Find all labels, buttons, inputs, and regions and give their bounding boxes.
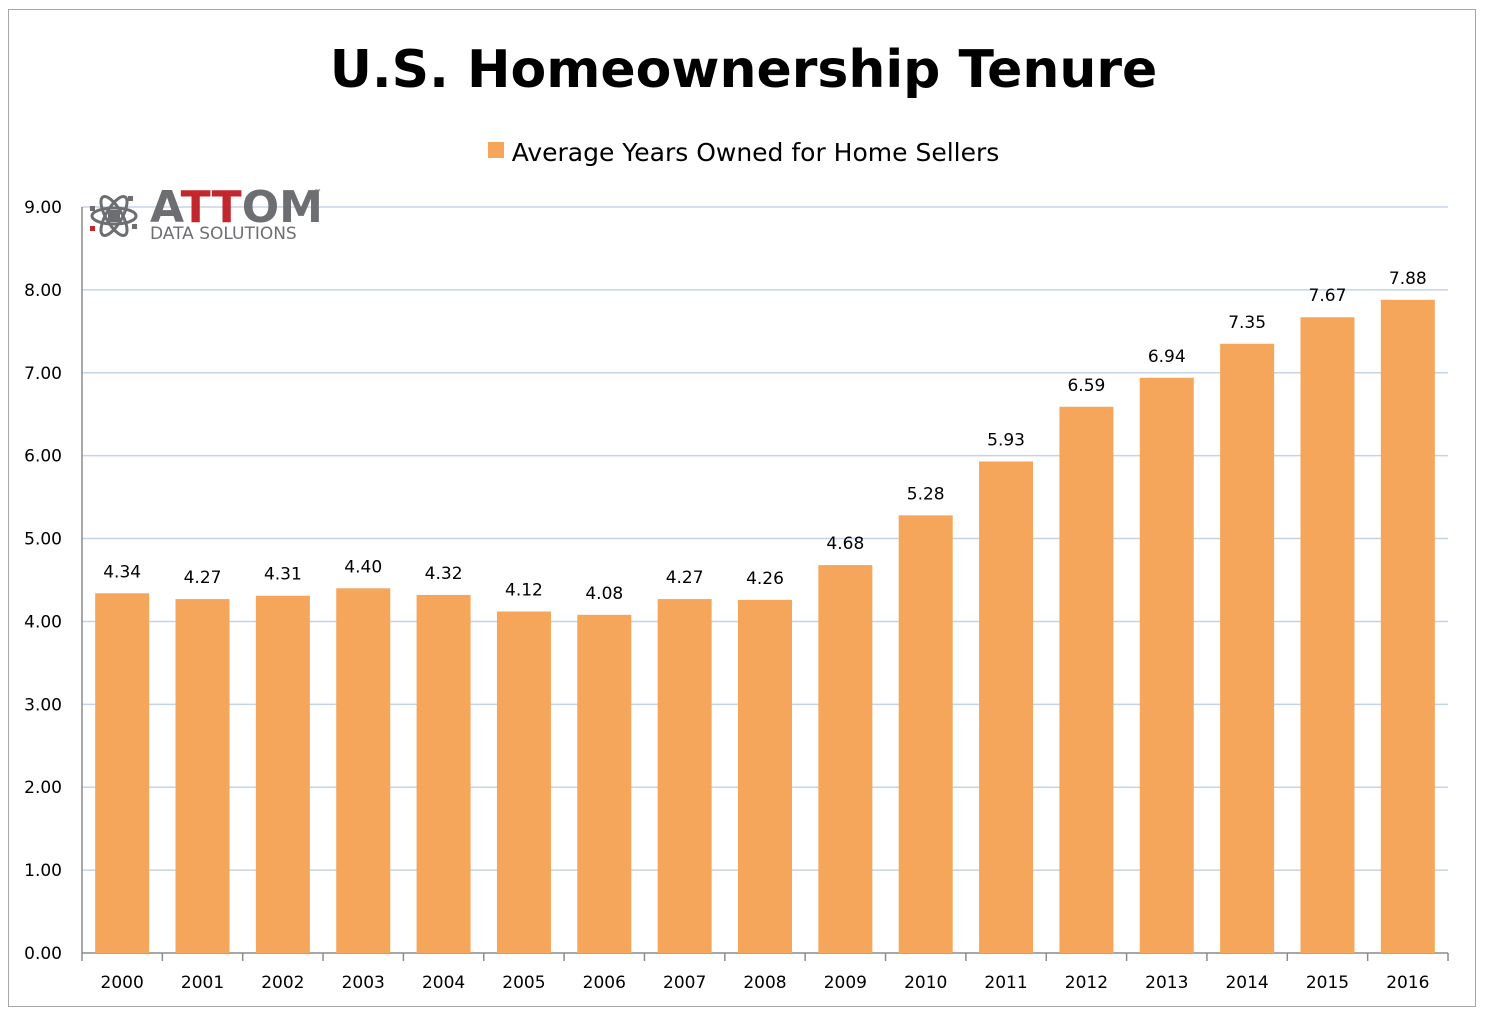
logo-wordmark: ATTOM bbox=[150, 182, 323, 233]
chart-frame bbox=[8, 9, 1476, 1007]
data-label: 4.27 bbox=[666, 568, 704, 588]
data-label: 6.59 bbox=[1067, 376, 1105, 396]
y-tick-label: 2.00 bbox=[24, 778, 62, 798]
bar bbox=[657, 599, 712, 953]
data-label: 4.27 bbox=[184, 568, 222, 588]
y-tick-label: 1.00 bbox=[24, 861, 62, 881]
data-label: 4.40 bbox=[344, 557, 382, 577]
x-tick-label: 2000 bbox=[101, 973, 144, 993]
attom-logo: ATTOM ™ DATA SOLUTIONS bbox=[88, 182, 338, 248]
data-label: 7.35 bbox=[1228, 313, 1266, 333]
x-tick-label: 2008 bbox=[743, 973, 786, 993]
x-tick-label: 2007 bbox=[663, 973, 706, 993]
bar bbox=[1300, 317, 1355, 954]
data-label: 7.67 bbox=[1309, 286, 1347, 306]
x-tick-label: 2003 bbox=[342, 973, 385, 993]
x-tick-label: 2015 bbox=[1306, 973, 1349, 993]
legend-swatch bbox=[487, 142, 504, 158]
x-tick-label: 2016 bbox=[1386, 973, 1429, 993]
y-tick-label: 9.00 bbox=[24, 198, 62, 218]
bar bbox=[1059, 406, 1114, 953]
chart-title: U.S. Homeownership Tenure bbox=[329, 40, 1158, 100]
bar bbox=[818, 565, 873, 953]
bar bbox=[577, 614, 632, 953]
x-tick-label: 2014 bbox=[1225, 973, 1268, 993]
data-label: 4.34 bbox=[103, 562, 141, 582]
x-tick-label: 2011 bbox=[984, 973, 1027, 993]
data-label: 4.12 bbox=[505, 580, 543, 600]
chart-legend: Average Years Owned for Home Sellers bbox=[0, 138, 1487, 167]
data-label: 4.32 bbox=[425, 564, 463, 584]
x-tick-label: 2006 bbox=[583, 973, 626, 993]
x-tick-label: 2012 bbox=[1065, 973, 1108, 993]
x-tick-label: 2004 bbox=[422, 973, 465, 993]
data-label: 6.94 bbox=[1148, 347, 1186, 367]
y-tick-label: 8.00 bbox=[24, 281, 62, 301]
data-label: 5.28 bbox=[907, 484, 945, 504]
y-tick-label: 4.00 bbox=[24, 612, 62, 632]
logo-trademark: ™ bbox=[314, 188, 322, 197]
x-tick-label: 2005 bbox=[502, 973, 545, 993]
x-tick-label: 2009 bbox=[824, 973, 867, 993]
atom-icon bbox=[90, 195, 138, 237]
data-label: 4.26 bbox=[746, 569, 784, 589]
logo-subtitle: DATA SOLUTIONS bbox=[150, 224, 297, 244]
bar bbox=[336, 588, 391, 953]
data-label: 5.93 bbox=[987, 430, 1025, 450]
x-tick-label: 2010 bbox=[904, 973, 947, 993]
bar bbox=[979, 461, 1034, 953]
bar bbox=[1220, 343, 1275, 953]
x-tick-label: 2001 bbox=[181, 973, 224, 993]
data-label: 7.88 bbox=[1389, 269, 1427, 289]
bar bbox=[898, 515, 953, 953]
x-tick-label: 2002 bbox=[261, 973, 304, 993]
bar bbox=[496, 611, 551, 953]
bar bbox=[1139, 377, 1194, 953]
y-tick-label: 0.00 bbox=[24, 944, 62, 964]
y-tick-label: 7.00 bbox=[24, 364, 62, 384]
legend-label: Average Years Owned for Home Sellers bbox=[511, 138, 1000, 167]
bar bbox=[738, 599, 792, 953]
bar bbox=[175, 599, 230, 953]
x-tick-label: 2013 bbox=[1145, 973, 1188, 993]
y-tick-label: 6.00 bbox=[24, 447, 62, 467]
y-tick-label: 3.00 bbox=[24, 695, 62, 715]
data-label: 4.08 bbox=[585, 584, 623, 604]
bar bbox=[1380, 299, 1435, 953]
data-label: 4.68 bbox=[826, 534, 864, 554]
bar bbox=[255, 595, 310, 953]
bar bbox=[416, 594, 471, 953]
bar bbox=[95, 593, 150, 953]
y-tick-label: 5.00 bbox=[24, 530, 62, 550]
data-label: 4.31 bbox=[264, 565, 302, 585]
